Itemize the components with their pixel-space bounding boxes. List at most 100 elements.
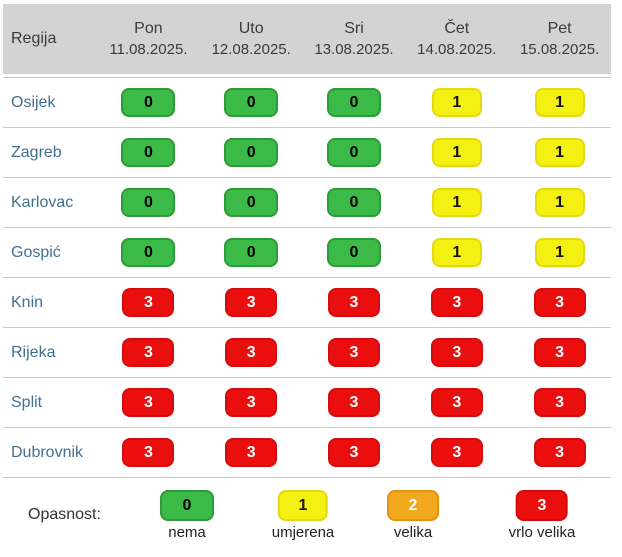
value-cell: 0 — [97, 88, 200, 117]
day-column-header: Sri 13.08.2025. — [303, 20, 406, 58]
danger-value-badge: 3 — [327, 388, 380, 417]
value-cell: 1 — [405, 88, 508, 117]
day-date-label: 12.08.2025. — [211, 41, 291, 58]
danger-value-badge: 3 — [533, 288, 586, 317]
danger-value-badge: 3 — [327, 338, 380, 367]
danger-value-badge: 3 — [122, 438, 175, 467]
day-name-label: Uto — [238, 20, 264, 37]
day-date-label: 15.08.2025. — [519, 41, 600, 58]
forecast-table: Regija Pon 11.08.2025. Uto 12.08.2025. Sri 13… — [3, 4, 611, 478]
value-cell: 3 — [303, 338, 406, 367]
danger-legend: Opasnost: 0 nema 1 umjerena 2 velika 3 vrlo vel… — [0, 488, 622, 552]
value-cell: 0 — [97, 188, 200, 217]
danger-value-badge: 0 — [326, 188, 381, 217]
legend-item: 1 umjerena — [271, 490, 335, 541]
danger-value-badge: 3 — [225, 438, 278, 467]
danger-value-badge: 3 — [533, 438, 586, 467]
danger-value-badge: 0 — [326, 88, 381, 117]
table-row: Knin 3 3 3 3 3 — [3, 278, 611, 328]
value-cell: 0 — [303, 188, 406, 217]
danger-value-badge: 3 — [122, 388, 175, 417]
value-cell: 3 — [200, 388, 303, 417]
region-link[interactable]: Split — [11, 393, 43, 411]
value-cell: 3 — [508, 288, 611, 317]
region-link[interactable]: Rijeka — [11, 343, 56, 361]
region-link[interactable]: Zagreb — [11, 143, 62, 161]
region-link[interactable]: Knin — [11, 293, 44, 311]
danger-value-badge: 1 — [431, 238, 482, 267]
day-name-label: Čet — [444, 20, 470, 37]
region-link[interactable]: Gospić — [11, 243, 61, 261]
danger-value-badge: 1 — [534, 88, 585, 117]
danger-value-badge: 3 — [225, 338, 278, 367]
table-header-row: Regija Pon 11.08.2025. Uto 12.08.2025. Sri 13… — [3, 4, 611, 74]
danger-value-badge: 0 — [224, 138, 279, 167]
day-name-label: Pet — [547, 20, 572, 37]
table-row: Karlovac 0 0 0 1 1 — [3, 178, 611, 228]
table-row: Gospić 0 0 0 1 1 — [3, 228, 611, 278]
value-cell: 1 — [405, 238, 508, 267]
value-cell: 3 — [200, 288, 303, 317]
region-link[interactable]: Dubrovnik — [11, 443, 84, 461]
danger-value-badge: 1 — [534, 238, 585, 267]
value-cell: 3 — [97, 288, 200, 317]
danger-value-badge: 1 — [431, 188, 482, 217]
value-cell: 3 — [97, 438, 200, 467]
legend-badge: 2 — [387, 490, 439, 521]
value-cell: 0 — [303, 88, 406, 117]
danger-value-badge: 0 — [121, 88, 176, 117]
day-column-header: Pet 15.08.2025. — [508, 20, 611, 58]
value-cell: 3 — [97, 388, 200, 417]
table-row: Dubrovnik 3 3 3 3 3 — [3, 428, 611, 478]
value-cell: 0 — [200, 238, 303, 267]
value-cell: 3 — [303, 388, 406, 417]
value-cell: 3 — [508, 388, 611, 417]
danger-value-badge: 0 — [121, 138, 176, 167]
danger-value-badge: 1 — [534, 138, 585, 167]
danger-value-badge: 3 — [533, 338, 586, 367]
danger-value-badge: 0 — [326, 238, 381, 267]
value-cell: 3 — [508, 338, 611, 367]
danger-value-badge: 3 — [430, 388, 483, 417]
region-link[interactable]: Osijek — [11, 93, 56, 111]
value-cell: 1 — [508, 188, 611, 217]
legend-badge: 0 — [160, 490, 214, 521]
value-cell: 0 — [97, 138, 200, 167]
value-cell: 0 — [303, 138, 406, 167]
day-date-label: 14.08.2025. — [417, 41, 497, 58]
danger-value-badge: 3 — [122, 288, 175, 317]
table-row: Rijeka 3 3 3 3 3 — [3, 328, 611, 378]
day-name-label: Sri — [344, 20, 364, 37]
value-cell: 1 — [508, 138, 611, 167]
legend-item: 3 vrlo velika — [508, 490, 576, 541]
value-cell: 0 — [200, 188, 303, 217]
danger-value-badge: 3 — [430, 338, 483, 367]
value-cell: 0 — [200, 138, 303, 167]
danger-value-badge: 3 — [430, 438, 483, 467]
region-link[interactable]: Karlovac — [11, 193, 74, 211]
value-cell: 1 — [508, 238, 611, 267]
table-row: Osijek 0 0 0 1 1 — [3, 78, 611, 128]
danger-value-badge: 3 — [327, 438, 380, 467]
value-cell: 3 — [405, 388, 508, 417]
danger-value-badge: 1 — [534, 188, 585, 217]
danger-value-badge: 0 — [121, 238, 176, 267]
legend-badge: 1 — [277, 490, 328, 521]
day-column-header: Uto 12.08.2025. — [200, 20, 303, 58]
day-column-header: Čet 14.08.2025. — [405, 20, 508, 58]
value-cell: 0 — [200, 88, 303, 117]
danger-value-badge: 3 — [533, 388, 586, 417]
legend-badge: 3 — [516, 490, 568, 521]
legend-item-label: nema — [168, 524, 206, 541]
danger-value-badge: 3 — [430, 288, 483, 317]
legend-item-label: vrlo velika — [508, 524, 576, 541]
danger-value-badge: 1 — [431, 88, 482, 117]
value-cell: 0 — [303, 238, 406, 267]
value-cell: 3 — [508, 438, 611, 467]
value-cell: 1 — [405, 138, 508, 167]
day-date-label: 13.08.2025. — [314, 41, 394, 58]
value-cell: 1 — [405, 188, 508, 217]
legend-item-label: umjerena — [271, 524, 335, 541]
danger-value-badge: 0 — [224, 238, 279, 267]
